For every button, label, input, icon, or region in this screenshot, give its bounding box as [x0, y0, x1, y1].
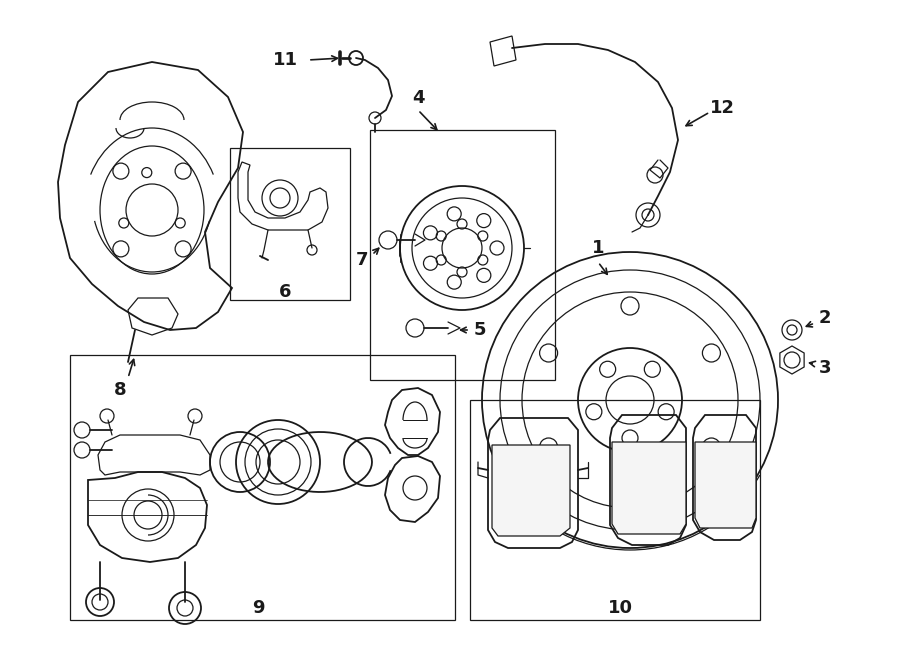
Bar — [370, 130, 555, 380]
Polygon shape — [695, 442, 756, 528]
Text: 5: 5 — [473, 321, 486, 339]
Polygon shape — [612, 442, 686, 534]
Bar — [230, 148, 350, 300]
Text: 10: 10 — [608, 599, 633, 617]
Text: 7: 7 — [356, 251, 368, 269]
Text: 1: 1 — [592, 239, 604, 257]
Text: 3: 3 — [819, 359, 832, 377]
Text: 6: 6 — [279, 283, 292, 301]
Text: 8: 8 — [113, 381, 126, 399]
Bar — [470, 400, 760, 620]
Bar — [70, 355, 455, 620]
Text: 4: 4 — [412, 89, 424, 107]
Text: 12: 12 — [709, 99, 734, 117]
Polygon shape — [492, 445, 570, 536]
Text: 2: 2 — [819, 309, 832, 327]
Text: 9: 9 — [252, 599, 265, 617]
Text: 11: 11 — [273, 51, 298, 69]
